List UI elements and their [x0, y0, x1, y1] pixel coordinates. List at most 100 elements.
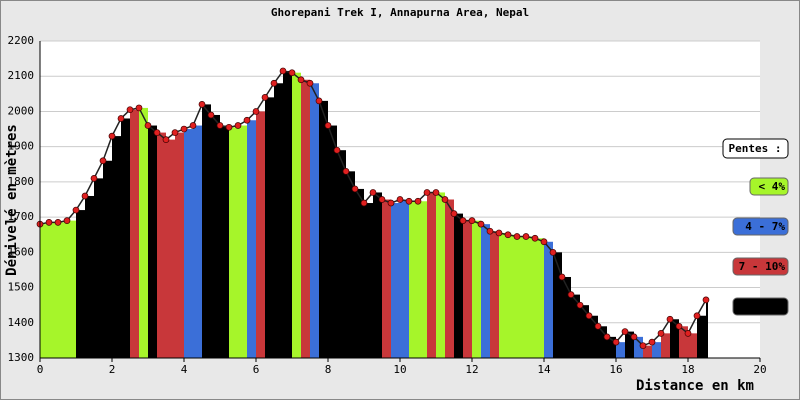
profile-point: [207, 111, 215, 119]
slope-bar: [634, 336, 643, 358]
slope-bar: [139, 107, 148, 358]
slope-bar: [256, 111, 265, 358]
profile-point: [216, 122, 224, 129]
slope-bar: [103, 160, 112, 358]
legend-swatch: [732, 257, 789, 276]
slope-bar: [76, 210, 85, 358]
slope-bar: [607, 336, 616, 358]
profile-point: [72, 206, 80, 214]
profile-point: [180, 125, 188, 133]
slope-bar: [175, 132, 184, 358]
slope-bar: [490, 231, 499, 358]
slope-bar: [40, 224, 49, 358]
slope-bar: [238, 125, 247, 359]
profile-point: [117, 115, 125, 122]
profile-point: [522, 233, 530, 240]
legend-label: > 10%: [752, 300, 785, 313]
legend-swatch: [732, 217, 789, 236]
slope-bar: [157, 132, 166, 358]
slope-bar: [589, 315, 598, 358]
slope-bar: [130, 109, 139, 358]
slope-bar: [301, 79, 310, 358]
profile-point: [351, 185, 359, 193]
slope-bar: [670, 319, 679, 358]
x-tick-label: 10: [393, 363, 406, 376]
profile-point: [684, 329, 692, 337]
profile-point: [270, 79, 278, 87]
x-tick-label: 6: [253, 363, 260, 376]
slope-bar: [517, 236, 526, 358]
profile-point: [63, 217, 71, 224]
profile-point: [405, 197, 413, 205]
profile-point: [468, 217, 476, 224]
profile-point: [630, 333, 638, 341]
legend-label: 4 - 7%: [745, 220, 785, 233]
slope-bar: [535, 238, 544, 358]
slope-bar: [211, 114, 220, 358]
profile-point: [396, 196, 404, 203]
profile-point: [612, 338, 620, 346]
profile-point: [486, 227, 494, 235]
profile-point: [297, 76, 305, 84]
profile-point: [189, 122, 197, 129]
slope-bar: [454, 213, 463, 358]
profile-point: [477, 220, 485, 228]
y-tick-label: 2200: [8, 34, 35, 47]
profile-point: [495, 229, 503, 237]
profile-point: [459, 217, 467, 224]
x-tick-label: 8: [325, 363, 332, 376]
profile-point: [234, 122, 242, 129]
profile-point: [531, 234, 539, 242]
slope-bar: [508, 234, 517, 358]
profile-point: [387, 199, 395, 207]
y-tick-label: 1800: [8, 175, 35, 188]
profile-point: [594, 322, 602, 330]
slope-bar: [148, 125, 157, 359]
slope-bar: [706, 299, 708, 358]
profile-point: [162, 136, 170, 143]
slope-bar: [292, 72, 301, 358]
slope-bar: [202, 104, 211, 359]
profile-point: [135, 104, 143, 112]
slope-bar: [553, 252, 562, 358]
chart-title: Ghorepani Trek I, Annapurna Area, Nepal: [271, 6, 529, 19]
slope-bar: [427, 192, 436, 358]
profile-point: [513, 233, 521, 240]
x-tick-label: 4: [181, 363, 188, 376]
slope-bar: [319, 100, 328, 358]
profile-point: [432, 189, 440, 196]
y-tick-label: 1400: [8, 316, 35, 329]
slope-bar: [310, 83, 319, 359]
slope-bar: [616, 342, 625, 358]
profile-point: [693, 312, 701, 320]
slope-bar: [184, 129, 193, 358]
profile-point: [99, 157, 107, 165]
profile-point: [369, 189, 377, 196]
profile-point: [333, 146, 341, 154]
x-tick-label: 2: [109, 363, 116, 376]
profile-point: [342, 167, 350, 175]
profile-point: [360, 199, 368, 207]
legend-swatch: [732, 297, 789, 316]
profile-point: [423, 189, 431, 196]
slope-bar: [283, 70, 292, 358]
slope-bar: [373, 192, 382, 358]
y-tick-label: 1300: [8, 351, 35, 364]
slope-bar: [661, 333, 670, 358]
slope-bar: [85, 195, 94, 358]
profile-point: [585, 312, 593, 320]
slope-bar: [112, 136, 121, 358]
slope-bar: [643, 345, 652, 358]
slope-bar: [229, 127, 238, 359]
legend-swatch: [749, 177, 789, 196]
slope-bar: [697, 315, 706, 358]
slope-bar: [247, 120, 256, 358]
profile-point: [81, 192, 89, 200]
slope-bar: [121, 118, 130, 358]
profile-point: [90, 175, 98, 182]
slope-bar: [220, 125, 229, 359]
y-tick-label: 1900: [8, 140, 35, 153]
profile-point: [171, 129, 179, 136]
profile-point: [378, 196, 386, 203]
slope-bar: [355, 188, 364, 358]
